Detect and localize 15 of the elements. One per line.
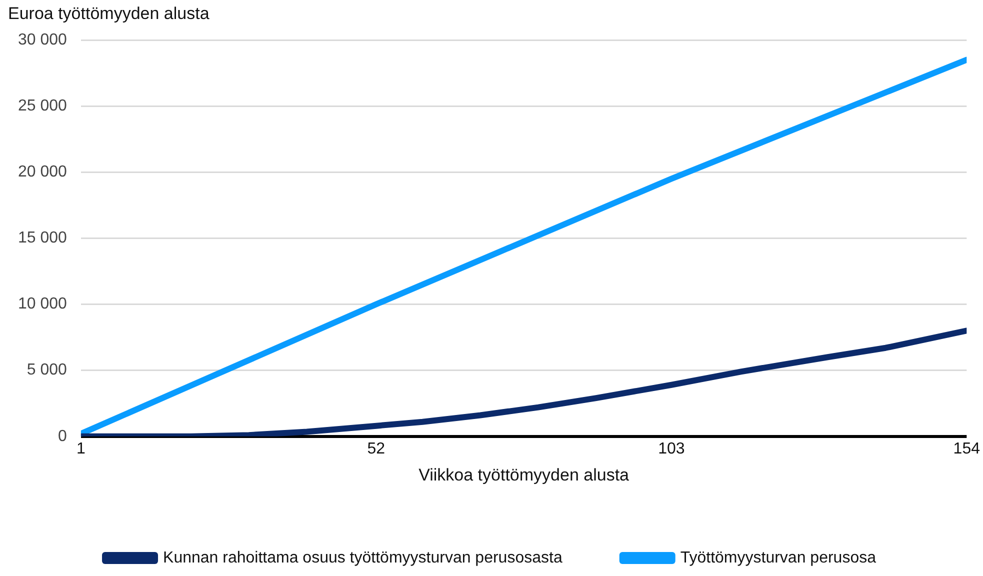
y-tick-label: 5 000 [26, 362, 68, 379]
x-tick-label: 1 [76, 440, 86, 458]
x-tick-label: 154 [953, 440, 980, 458]
y-tick-label: 25 000 [18, 97, 68, 114]
legend-label: Kunnan rahoittama osuus työttömyysturvan perusosasta [163, 549, 562, 566]
x-axis-title: Viikkoa työttömyyden alusta [418, 465, 630, 484]
y-tick-label: 30 000 [18, 31, 68, 48]
y-tick-label: 0 [58, 428, 68, 445]
y-tick-label: 20 000 [18, 164, 68, 181]
y-tick-label: 15 000 [18, 230, 68, 247]
legend-label: Työttömyysturvan perusosa [680, 549, 876, 566]
x-tick-label: 103 [658, 440, 685, 458]
y-tick-label: 10 000 [18, 296, 68, 313]
x-tick-label: 52 [367, 440, 386, 458]
y-axis-title: Euroa työttömyyden alusta [8, 4, 210, 24]
